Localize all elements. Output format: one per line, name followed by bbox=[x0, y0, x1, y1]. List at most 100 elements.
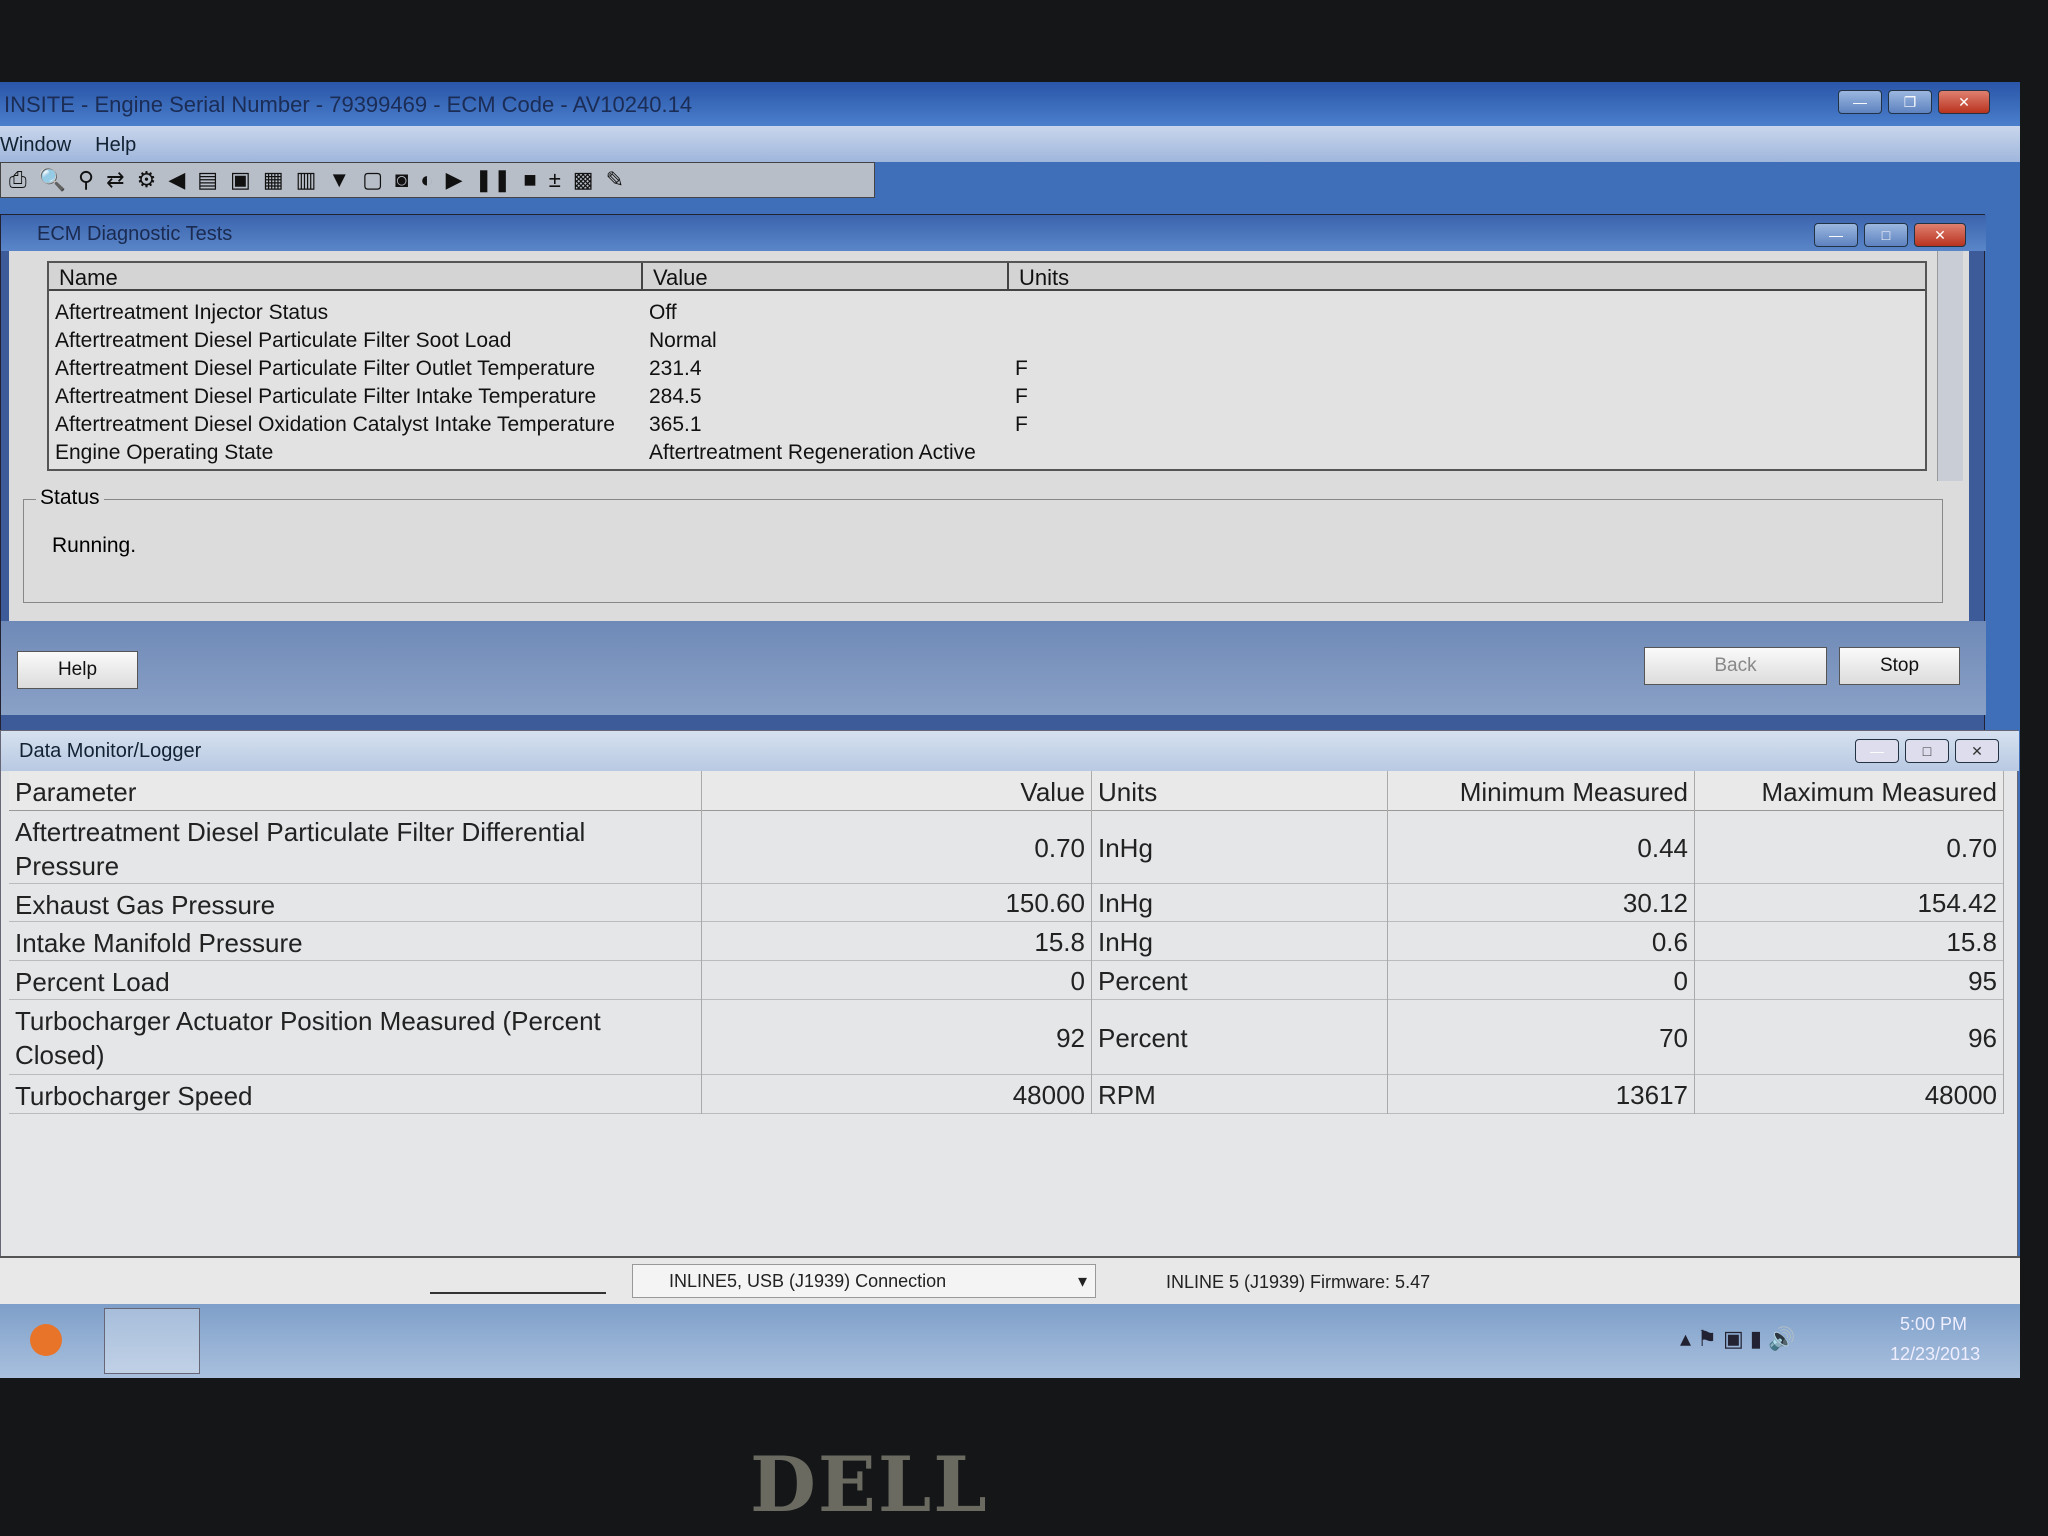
tray-icons[interactable]: ▴ ⚑ ▣ ▮ 🔊 bbox=[1680, 1326, 1796, 1351]
dm-cell-v: 150.60 bbox=[702, 884, 1092, 922]
dm-col-u[interactable]: Units bbox=[1092, 771, 1388, 811]
dm-cell-p: Exhaust Gas Pressure bbox=[9, 884, 702, 922]
ecm-cell-value: Off bbox=[649, 301, 677, 324]
filter-icon[interactable]: ▼ bbox=[328, 167, 351, 192]
dm-cell-max: 96 bbox=[1695, 1000, 2004, 1075]
adapter-info: INLINE 5 (J1939) Firmware: 5.47 bbox=[1166, 1272, 1431, 1292]
menu-window[interactable]: Window bbox=[0, 134, 72, 156]
dm-cell-u: InHg bbox=[1092, 922, 1388, 961]
dell-logo: DELL bbox=[750, 1440, 989, 1529]
dm-col-p[interactable]: Parameter bbox=[9, 771, 702, 811]
dm-cell-v: 15.8 bbox=[702, 922, 1092, 961]
printer-icon[interactable]: ▣ bbox=[230, 167, 251, 192]
dm-table-row[interactable]: Turbocharger Actuator Position Measured … bbox=[9, 1000, 2004, 1075]
ecm-table-row[interactable]: Aftertreatment Injector Status Off bbox=[49, 299, 1925, 327]
ecm-cell-name: Aftertreatment Diesel Particulate Filter… bbox=[55, 329, 512, 352]
dm-col-max[interactable]: Maximum Measured bbox=[1695, 771, 2004, 811]
close-button[interactable]: ✕ bbox=[1938, 90, 1990, 114]
ecm-icon[interactable]: ▤ bbox=[197, 167, 219, 192]
data-monitor-window: Data Monitor/Logger — □ ✕ Parameter Value… bbox=[0, 730, 2019, 1340]
dm-cell-p: Intake Manifold Pressure bbox=[9, 922, 702, 961]
page-icon[interactable]: ▢ bbox=[362, 167, 383, 192]
ecm-cell-name: Aftertreatment Diesel Oxidation Catalyst… bbox=[55, 413, 615, 436]
camera-icon[interactable]: ◙ bbox=[395, 167, 409, 192]
ecm-table-row[interactable]: Aftertreatment Diesel Particulate Filter… bbox=[49, 355, 1925, 383]
minimize-button[interactable]: — bbox=[1838, 90, 1882, 114]
report-icon[interactable]: ▦ bbox=[262, 167, 284, 192]
dm-cell-v: 0 bbox=[702, 961, 1092, 1000]
dm-cell-min: 0 bbox=[1388, 961, 1695, 1000]
dm-table-row[interactable]: Exhaust Gas Pressure 150.60 InHg 30.12 154.4… bbox=[9, 884, 2004, 922]
dm-cell-min: 70 bbox=[1388, 1000, 1695, 1075]
menu-bar: Window Help bbox=[0, 126, 2020, 162]
connect-icon[interactable]: ⚙ bbox=[136, 167, 157, 192]
col-value[interactable]: Value bbox=[643, 263, 1009, 291]
record-icon[interactable]: ◐ bbox=[420, 167, 434, 192]
dm-close-button[interactable]: ✕ bbox=[1955, 739, 1999, 763]
dm-minimize-button[interactable]: — bbox=[1855, 739, 1899, 763]
ecm-cell-value: 284.5 bbox=[649, 385, 702, 408]
ecm-close-button[interactable]: ✕ bbox=[1914, 223, 1966, 247]
clock-time[interactable]: 5:00 PM bbox=[1900, 1314, 1968, 1334]
insite-taskbar-icon[interactable] bbox=[104, 1308, 200, 1374]
dm-header-row: Parameter Value Units Minimum Measured Maxim… bbox=[9, 771, 2004, 811]
ecm-cell-name: Aftertreatment Diesel Particulate Filter… bbox=[55, 385, 597, 408]
ecm-minimize-button[interactable]: — bbox=[1814, 223, 1858, 247]
back-button[interactable]: Back bbox=[1644, 647, 1827, 685]
connection-select[interactable]: INLINE5, USB (J1939) Connection ▾ bbox=[632, 1264, 1096, 1298]
report-folder-icon[interactable]: ▥ bbox=[295, 167, 317, 192]
ecm-scrollbar[interactable] bbox=[1937, 251, 1963, 481]
ecm-table-row[interactable]: Aftertreatment Diesel Particulate Filter… bbox=[49, 327, 1925, 355]
ecm-cell-value: 365.1 bbox=[649, 413, 702, 436]
dm-table-row[interactable]: Aftertreatment Diesel Particulate Filter… bbox=[9, 811, 2004, 884]
ecm-maximize-button[interactable]: □ bbox=[1864, 223, 1908, 247]
import-icon[interactable]: ⇄ bbox=[106, 167, 125, 192]
print-preview-icon[interactable]: 🔍 bbox=[38, 167, 67, 192]
dm-cell-max: 154.42 bbox=[1695, 884, 2004, 922]
horn-icon[interactable]: ◀ bbox=[168, 167, 186, 192]
clock-date[interactable]: 12/23/2013 bbox=[1890, 1344, 1981, 1364]
dm-cell-u: Percent bbox=[1092, 1000, 1388, 1075]
chevron-down-icon: ▾ bbox=[1077, 1271, 1087, 1291]
dm-cell-min: 13617 bbox=[1388, 1075, 1695, 1114]
col-name[interactable]: Name bbox=[49, 263, 643, 291]
pause-icon[interactable]: ❚❚ bbox=[474, 167, 512, 192]
help-button[interactable]: Help bbox=[17, 651, 138, 689]
dm-col-min[interactable]: Minimum Measured bbox=[1388, 771, 1695, 811]
ecm-cell-name: Engine Operating State bbox=[55, 441, 274, 464]
dm-cell-max: 95 bbox=[1695, 961, 2004, 1000]
menu-help[interactable]: Help bbox=[95, 134, 137, 156]
ecm-table-row[interactable]: Aftertreatment Diesel Particulate Filter… bbox=[49, 383, 1925, 411]
restore-button[interactable]: ❐ bbox=[1888, 90, 1932, 114]
dm-table-row[interactable]: Percent Load 0 Percent 0 95 bbox=[9, 961, 2004, 1000]
play-icon[interactable]: ▶ bbox=[445, 167, 463, 192]
ecm-cell-units: F bbox=[1015, 357, 1028, 380]
ecm-cell-units: F bbox=[1015, 385, 1028, 408]
stop-icon[interactable]: ■ bbox=[523, 167, 537, 192]
dm-cell-max: 48000 bbox=[1695, 1075, 2004, 1114]
dm-cell-p: Percent Load bbox=[9, 961, 702, 1000]
notes-icon[interactable]: ✎ bbox=[605, 167, 624, 192]
stop-button[interactable]: Stop bbox=[1839, 647, 1960, 685]
app-title-bar: INSITE - Engine Serial Number - 79399469… bbox=[0, 82, 2020, 126]
media-player-icon[interactable] bbox=[30, 1324, 62, 1356]
dm-table-row[interactable]: Turbocharger Speed 48000 RPM 13617 48000 bbox=[9, 1075, 2004, 1114]
ecm-table-row[interactable]: Aftertreatment Diesel Oxidation Catalyst… bbox=[49, 411, 1925, 439]
add-icon[interactable]: ± bbox=[548, 167, 561, 192]
dm-table-row[interactable]: Intake Manifold Pressure 15.8 InHg 0.6 15.8 bbox=[9, 922, 2004, 961]
dm-maximize-button[interactable]: □ bbox=[1905, 739, 1949, 763]
ecm-cell-name: Aftertreatment Injector Status bbox=[55, 301, 329, 324]
ecm-table-row[interactable]: Engine Operating State Aftertreatment Reg… bbox=[49, 439, 1925, 467]
dm-cell-min: 30.12 bbox=[1388, 884, 1695, 922]
ecm-content: Name Value Units Aftertreatment Injector… bbox=[9, 251, 1969, 621]
dm-cell-v: 92 bbox=[702, 1000, 1092, 1075]
button-bar: Help Back Stop bbox=[1, 621, 1986, 715]
calc-icon[interactable]: ▩ bbox=[572, 167, 594, 192]
dm-col-v[interactable]: Value bbox=[702, 771, 1092, 811]
taskbar: ▴ ⚑ ▣ ▮ 🔊 5:00 PM 12/23/2013 bbox=[0, 1304, 2020, 1378]
print-icon[interactable]: ⎙ bbox=[9, 167, 27, 192]
find-icon[interactable]: ⚲ bbox=[78, 167, 95, 192]
col-units[interactable]: Units bbox=[1009, 263, 1925, 291]
ecm-cell-value: 231.4 bbox=[649, 357, 702, 380]
ecm-cell-value: Normal bbox=[649, 329, 717, 352]
